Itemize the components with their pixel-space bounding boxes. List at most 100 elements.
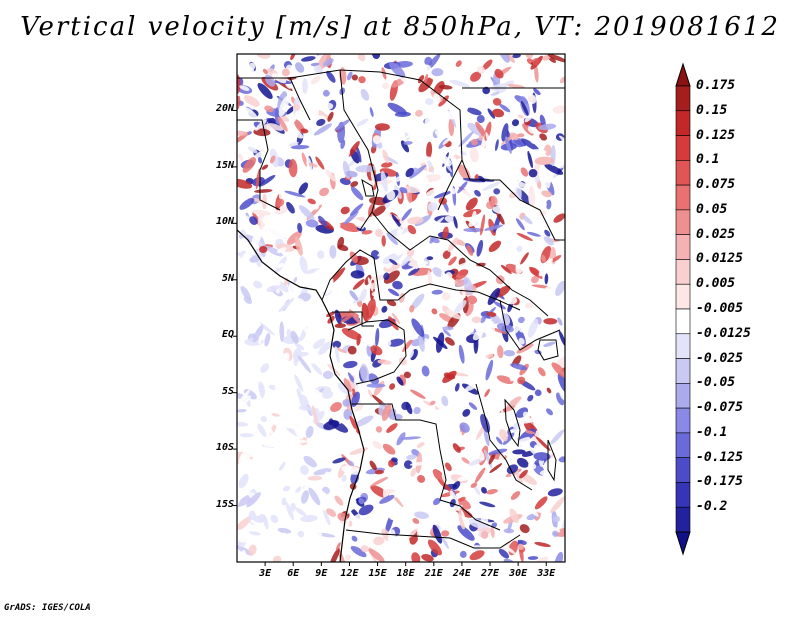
field-cell [487, 287, 501, 306]
field-cell [432, 267, 444, 278]
field-cell [375, 229, 383, 238]
field-cell [439, 111, 460, 120]
field-cell [528, 168, 538, 178]
field-cell [492, 423, 501, 444]
field-cell [298, 182, 309, 195]
field-cell [237, 178, 253, 189]
field-cell [471, 316, 482, 324]
field-cell [381, 403, 392, 422]
field-cell [519, 469, 528, 479]
field-cell [506, 180, 527, 188]
field-cell [463, 276, 474, 295]
field-cell [278, 96, 290, 117]
field-cell [545, 285, 553, 290]
field-cell [520, 138, 540, 151]
field-cell [496, 211, 505, 225]
field-cell [253, 280, 263, 289]
field-cell [476, 115, 485, 123]
field-cell [486, 342, 495, 348]
field-cell [237, 259, 245, 269]
field-cell [351, 74, 358, 81]
field-cell [400, 436, 421, 440]
field-cell [533, 88, 541, 96]
field-cell [485, 320, 495, 343]
field-cell [410, 483, 419, 498]
field-cell [237, 516, 252, 532]
field-cell [437, 478, 453, 493]
field-cell [513, 422, 521, 430]
field-cell [351, 391, 360, 407]
field-cell [368, 548, 385, 562]
field-cell [400, 140, 410, 153]
field-cell [537, 367, 546, 377]
field-cell [534, 541, 551, 548]
field-cell [266, 285, 280, 293]
field-cell [438, 154, 452, 167]
field-cell [427, 270, 433, 288]
field-cell [342, 235, 350, 243]
field-cell [288, 159, 298, 178]
field-cell [341, 328, 362, 341]
lon-tick-label: 21E [424, 568, 443, 579]
field-cell [526, 254, 539, 267]
field-cell [410, 389, 426, 399]
field-cell [389, 383, 396, 390]
colorbar-bin [675, 209, 691, 235]
field-cell [457, 525, 475, 541]
field-cell [318, 341, 332, 355]
field-cell [424, 56, 433, 66]
field-cell [509, 132, 519, 141]
field-cell [246, 492, 261, 508]
colorbar-bin [675, 184, 691, 211]
field-cell [501, 123, 509, 142]
field-cell [340, 312, 356, 323]
field-cell [401, 401, 410, 411]
field-cell [517, 133, 525, 138]
field-cell [290, 330, 299, 344]
field-cell [505, 396, 522, 412]
field-cell [461, 510, 468, 529]
field-cell [261, 193, 268, 210]
field-cell [239, 197, 255, 210]
field-cell [262, 68, 268, 75]
field-cell [373, 536, 385, 546]
field-cell [426, 425, 433, 431]
field-cell [306, 551, 315, 560]
field-cell [405, 167, 414, 178]
field-cell [457, 475, 473, 482]
field-cell [454, 278, 465, 288]
field-cell [297, 530, 305, 538]
lake-malawi [547, 439, 557, 482]
field-cell [360, 88, 370, 101]
field-cell [289, 439, 309, 443]
field-cell [285, 501, 294, 521]
field-cell [379, 494, 395, 504]
field-cell [462, 408, 471, 417]
field-cell [349, 64, 356, 69]
field-cell [264, 105, 274, 113]
field-cell [552, 530, 559, 537]
credit-text: GrADS: IGES/COLA [4, 603, 91, 613]
border-14 [499, 299, 561, 351]
field-cell [362, 483, 367, 493]
field-cell [342, 86, 350, 106]
field-cell [395, 514, 416, 521]
field-cell [470, 71, 482, 82]
field-cell [415, 134, 427, 144]
field-cell [239, 85, 250, 91]
field-cell [406, 493, 417, 500]
field-cell [265, 245, 283, 257]
field-cell [463, 99, 469, 111]
field-cell [392, 280, 403, 290]
field-cell [262, 216, 270, 225]
field-cell [288, 550, 299, 559]
field-cell [274, 381, 280, 394]
field-cell [318, 215, 328, 227]
field-cell [336, 184, 351, 198]
field-cell [385, 128, 394, 143]
field-cell [556, 414, 562, 422]
field-cell [539, 62, 548, 71]
field-cell [559, 76, 565, 84]
colorbar-bin [675, 160, 691, 186]
field-cell [315, 444, 329, 461]
